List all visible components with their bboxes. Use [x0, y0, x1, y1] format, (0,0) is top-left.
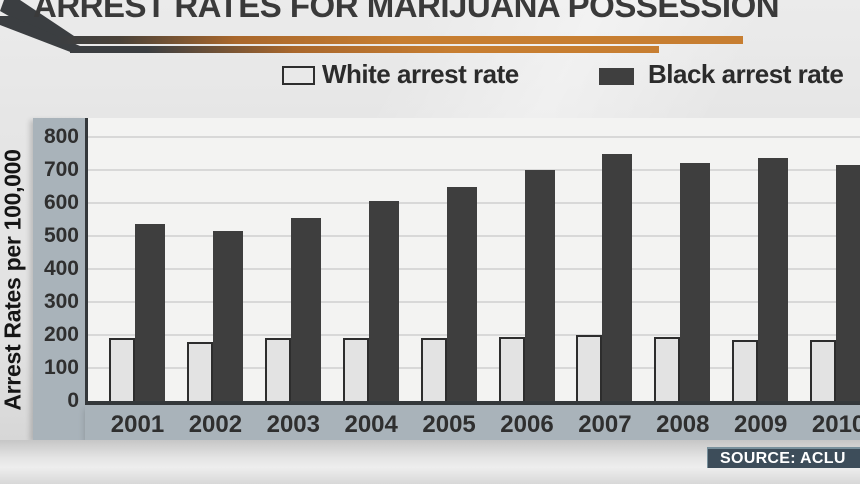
page-title: ARREST RATES FOR MARIJUANA POSSESSION: [33, 0, 780, 24]
bar-white-2003: [264, 338, 291, 401]
x-tick-label-2007: 2007: [578, 411, 632, 438]
y-tick-label-200: 200: [43, 323, 79, 346]
legend-label-white: White arrest rate: [322, 59, 519, 89]
bar-white-2001: [109, 338, 135, 401]
gridline-700: [88, 169, 860, 171]
legend-label-black: Black arrest rate: [648, 59, 844, 89]
x-tick-label-2002: 2002: [188, 411, 243, 438]
bar-black-2006: [524, 170, 555, 401]
x-tick-label-2006: 2006: [500, 411, 554, 438]
bar-white-2010: [810, 339, 837, 401]
x-tick-label-2010: 2010: [811, 411, 860, 438]
x-tick-label-2004: 2004: [344, 411, 398, 438]
bar-chart-plot: [85, 118, 860, 405]
y-tick-label-100: 100: [43, 356, 79, 379]
bar-white-2007: [576, 335, 603, 401]
x-tick-label-2001: 2001: [110, 411, 165, 438]
x-tick-label-2005: 2005: [422, 411, 476, 438]
y-tick-label-600: 600: [43, 191, 79, 214]
y-tick-label-700: 700: [43, 158, 79, 181]
bar-white-2005: [420, 338, 447, 401]
x-tick-label-2009: 2009: [733, 411, 788, 438]
bar-white-2008: [654, 336, 681, 401]
bar-black-2010: [836, 165, 860, 401]
y-tick-label-800: 800: [43, 125, 79, 148]
bar-black-2007: [602, 153, 633, 401]
source-badge: SOURCE: ACLU: [707, 447, 860, 468]
bar-black-2004: [368, 201, 399, 401]
bar-black-2009: [758, 158, 789, 401]
y-axis-tick-strip: 0 100 200 300 400 500 600 700 800: [33, 118, 85, 440]
white-series-swatch-icon: [282, 66, 315, 85]
bar-black-2005: [446, 186, 477, 401]
bar-black-2001: [135, 224, 165, 401]
x-tick-label-2003: 2003: [266, 411, 320, 438]
bar-white-2006: [498, 336, 525, 401]
orange-accent-bar-top: [58, 36, 743, 44]
bar-black-2003: [290, 217, 321, 401]
black-series-swatch-icon: [599, 68, 634, 85]
x-tick-label-2008: 2008: [656, 411, 710, 438]
y-tick-label-500: 500: [43, 224, 79, 247]
y-axis-title: Arrest Rates per 100,000: [0, 149, 26, 411]
y-tick-label-0: 0: [67, 389, 79, 412]
x-axis-tick-strip: 2001 2002 2003 2004 2005 2006 2007 2008 2009 2010: [85, 405, 860, 440]
orange-accent-bar-bottom: [70, 46, 659, 53]
bar-white-2004: [342, 338, 369, 401]
gridline-800: [88, 136, 860, 138]
bar-white-2002: [186, 341, 213, 401]
y-tick-label-300: 300: [43, 290, 79, 313]
y-tick-label-400: 400: [43, 257, 79, 280]
bar-white-2009: [732, 339, 759, 401]
bar-black-2008: [680, 163, 711, 401]
bar-black-2002: [212, 231, 243, 401]
